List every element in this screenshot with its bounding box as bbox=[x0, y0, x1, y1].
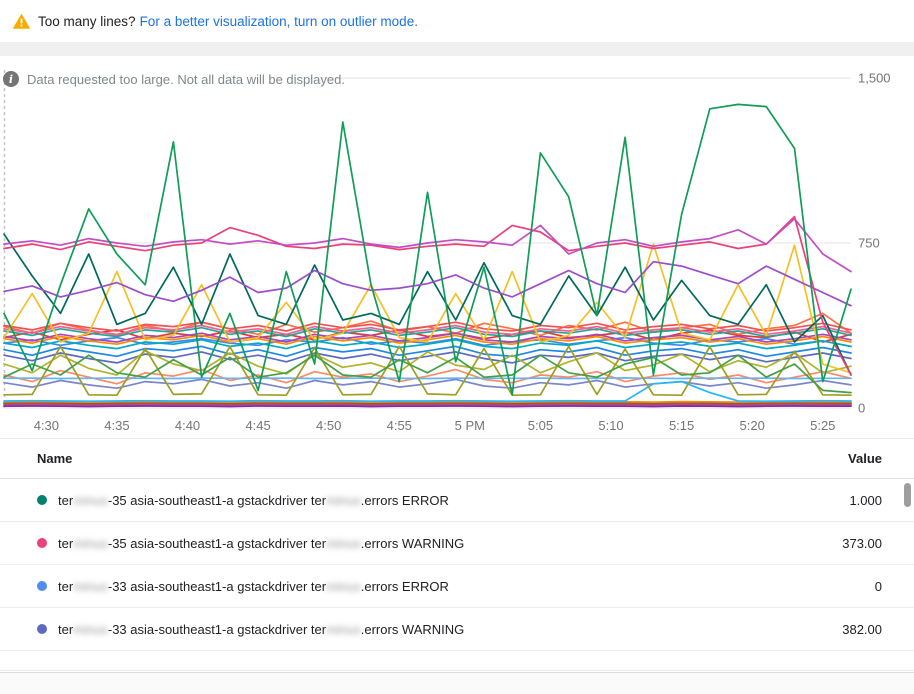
too-many-lines-banner: Too many lines? For a better visualizati… bbox=[0, 0, 914, 42]
chart-line bbox=[3, 260, 852, 307]
x-tick-label: 4:30 bbox=[34, 418, 59, 433]
chart-line bbox=[3, 378, 852, 390]
timeseries-chart[interactable]: 1,500 750 0 4:30 4:35 4:40 4:45 4:50 4:55 5 PM 5:0… bbox=[0, 56, 914, 438]
chart-line bbox=[3, 215, 852, 376]
series-value: 1.000 bbox=[849, 492, 882, 508]
value-column-header[interactable]: Value bbox=[848, 451, 882, 466]
chart-line bbox=[3, 354, 852, 394]
notice-text: Data requested too large. Not all data w… bbox=[27, 71, 345, 87]
x-tick-label: 4:35 bbox=[104, 418, 129, 433]
chart-line bbox=[3, 349, 852, 376]
chart-line bbox=[3, 345, 852, 397]
chart-line bbox=[3, 377, 852, 380]
legend-row-partial[interactable] bbox=[0, 651, 914, 671]
x-tick-label: 5:25 bbox=[810, 418, 835, 433]
chart-line bbox=[3, 324, 852, 336]
data-truncated-notice: i Data requested too large. Not all data… bbox=[3, 71, 345, 87]
outlier-mode-link[interactable]: For a better visualization, turn on outl… bbox=[139, 13, 418, 29]
legend-header-row: Name Value bbox=[0, 439, 914, 479]
chart-line bbox=[3, 233, 852, 376]
x-tick-label: 5:10 bbox=[598, 418, 623, 433]
info-icon: i bbox=[3, 71, 19, 87]
chart-line bbox=[3, 217, 852, 273]
x-tick-label: 4:40 bbox=[175, 418, 200, 433]
legend-row[interactable]: terminus-33 asia-southeast1-a gstackdriv… bbox=[0, 608, 914, 651]
y-tick-label: 750 bbox=[858, 236, 880, 251]
chart-line bbox=[3, 321, 852, 332]
chart-line bbox=[3, 351, 852, 364]
x-tick-label: 4:45 bbox=[245, 418, 270, 433]
x-tick-label: 5:20 bbox=[740, 418, 765, 433]
legend-row[interactable]: terminus-35 asia-southeast1-a gstackdriv… bbox=[0, 479, 914, 522]
chart-line bbox=[3, 380, 852, 403]
chart-line bbox=[3, 405, 852, 408]
chart-card: i Data requested too large. Not all data… bbox=[0, 56, 914, 673]
chart-line bbox=[3, 103, 852, 396]
series-color-dot bbox=[37, 581, 47, 591]
legend-scrollbar-thumb[interactable] bbox=[904, 483, 911, 507]
chart-line bbox=[3, 368, 852, 385]
series-color-dot bbox=[37, 624, 47, 634]
name-column-header[interactable]: Name bbox=[37, 451, 73, 466]
x-tick-label: 5:05 bbox=[528, 418, 553, 433]
y-tick-label: 1,500 bbox=[858, 71, 891, 86]
series-color-dot bbox=[37, 495, 47, 505]
banner-question: Too many lines? bbox=[38, 13, 136, 29]
y-tick-label: 0 bbox=[858, 401, 865, 416]
series-color-dot bbox=[37, 538, 47, 548]
x-tick-label: 5 PM bbox=[455, 418, 485, 433]
chart-line bbox=[3, 326, 852, 338]
series-name: terminus-33 asia-southeast1-a gstackdriv… bbox=[58, 578, 449, 594]
series-value: 382.00 bbox=[842, 621, 882, 637]
chart-line bbox=[3, 243, 852, 374]
section-divider bbox=[0, 42, 914, 56]
x-tick-label: 4:50 bbox=[316, 418, 341, 433]
x-tick-label: 5:15 bbox=[669, 418, 694, 433]
series-value: 0 bbox=[874, 578, 882, 594]
series-name: terminus-35 asia-southeast1-a gstackdriv… bbox=[58, 492, 449, 508]
series-name: terminus-35 asia-southeast1-a gstackdriv… bbox=[58, 535, 465, 551]
chart-line bbox=[3, 402, 852, 406]
warning-icon bbox=[13, 13, 30, 29]
legend-row[interactable]: terminus-35 asia-southeast1-a gstackdriv… bbox=[0, 522, 914, 565]
series-name: terminus-33 asia-southeast1-a gstackdriv… bbox=[58, 621, 465, 637]
legend-row[interactable]: terminus-33 asia-southeast1-a gstackdriv… bbox=[0, 565, 914, 608]
x-tick-label: 4:55 bbox=[387, 418, 412, 433]
legend-table: Name Value terminus-35 asia-southeast1-a… bbox=[0, 438, 914, 671]
series-value: 373.00 bbox=[842, 535, 882, 551]
